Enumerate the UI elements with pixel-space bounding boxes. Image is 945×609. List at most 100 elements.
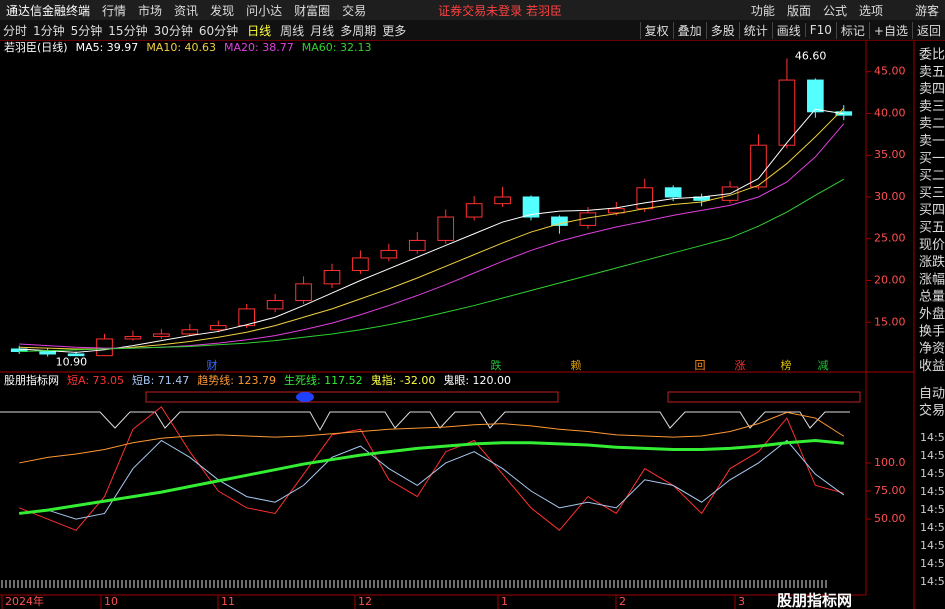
series-line [19, 108, 844, 353]
period-tab[interactable]: 30分钟 [153, 23, 193, 38]
candle-body [96, 338, 113, 357]
period-tab[interactable]: 月线 [310, 23, 335, 38]
candle-body [124, 335, 142, 340]
candle-body [323, 269, 341, 285]
tool-button[interactable]: 复权 [639, 21, 673, 39]
y-tick-label: 40.00 [874, 106, 906, 119]
menu-bar: 通达信金融终端 行情 市场 资讯 发现 问小达 财富圈 交易 证券交易未登录 若羽臣 功能 版面 公式… [0, 0, 945, 20]
side-label: 卖三 [919, 99, 945, 114]
menu-item[interactable]: 版面 [786, 3, 811, 18]
menu-item[interactable]: 行情 [102, 3, 127, 18]
candle-body [153, 333, 170, 337]
x-tick-label: 3 [738, 595, 745, 608]
tool-button[interactable]: 画线 [771, 21, 805, 39]
chart-title: 股朋指标网 [4, 373, 59, 387]
side-label: 卖一 [919, 134, 945, 149]
x-tick-label: 2 [619, 595, 626, 608]
tool-button[interactable]: F10 [804, 23, 836, 37]
series-line [19, 107, 845, 350]
time-label: 14:56 [920, 503, 945, 516]
legend-entry: 鬼眼: 120.00 [443, 373, 511, 387]
period-tab[interactable]: 1分钟 [33, 23, 65, 38]
menu-item[interactable]: 交易 [342, 3, 367, 18]
side-label: 买五 [919, 221, 945, 236]
candle-body [494, 196, 511, 205]
menu-item[interactable]: 功能 [750, 3, 775, 18]
tool-button[interactable]: 返回 [911, 21, 945, 39]
candle-body [607, 208, 625, 214]
period-tab[interactable]: 更多 [382, 23, 407, 38]
tool-button[interactable]: 多股 [705, 21, 739, 39]
oscillator-guide [0, 411, 850, 432]
candle-body [67, 353, 85, 357]
legend-entry: 短A: 73.05 [67, 373, 124, 387]
user[interactable]: 游客 [914, 3, 939, 18]
candle-body [380, 249, 398, 259]
legend-entry: MA20: 38.77 [224, 41, 294, 54]
period-tab[interactable]: 60分钟 [198, 23, 239, 38]
time-label: 14:56 [920, 449, 945, 462]
legend-entry: 短B: 71.47 [132, 373, 189, 387]
series-line [19, 411, 845, 464]
signal: 榜 [781, 358, 792, 372]
side-button[interactable]: 自动 [919, 387, 945, 402]
side-label: 涨跌 [919, 254, 945, 270]
side-label: 收益 [919, 359, 945, 374]
y-tick-label: 75.00 [874, 484, 906, 497]
period-tab[interactable]: 分时 [3, 23, 28, 38]
y-tick-label: 20.00 [874, 273, 906, 286]
side-label: 买一 [919, 151, 945, 166]
menu-item[interactable]: 选项 [858, 3, 883, 18]
tool-button[interactable]: 统计 [738, 21, 772, 39]
tool-button[interactable]: 标记 [835, 21, 869, 39]
candle-body [807, 79, 824, 113]
period-tab[interactable]: 15分钟 [108, 23, 148, 38]
side-label: 卖四 [919, 82, 945, 97]
y-tick-label: 30.00 [874, 190, 906, 203]
period-tab[interactable]: 周线 [280, 23, 305, 38]
signal: 跌 [491, 358, 502, 372]
menu-item[interactable]: 发现 [210, 3, 235, 18]
app-title: 通达信金融终端 [6, 3, 91, 18]
time-label: 14:56 [920, 485, 945, 498]
menu-item[interactable]: 资讯 [174, 3, 199, 18]
legend-entry: MA5: 39.97 [76, 41, 139, 54]
menu-item[interactable]: 公式 [822, 3, 847, 18]
y-tick-label: 25.00 [874, 232, 906, 245]
side-button[interactable]: 交易 [919, 403, 945, 419]
menu-item[interactable]: 财富圈 [294, 3, 331, 18]
series-line [19, 438, 844, 515]
background [0, 41, 914, 609]
toolbar: 分时 1分钟 5分钟 15分钟 30分钟 60分钟 日线 周线 月线 多周期 更多 复权 叠加 多股 统计画… [0, 20, 945, 41]
period-tab[interactable]: 日线 [247, 23, 272, 38]
legend-entry: 生死线: 117.52 [284, 373, 363, 387]
legend-entry: 趋势线: 123.79 [197, 373, 276, 387]
candle-body [664, 187, 682, 198]
side-label: 买四 [919, 203, 945, 218]
tool-button[interactable]: 叠加 [672, 21, 706, 39]
side-label: 现价 [919, 238, 945, 253]
menu-item[interactable]: 市场 [138, 3, 163, 18]
login-status: 证券交易未登录 若羽臣 [438, 3, 562, 18]
period-tab[interactable]: 多周期 [340, 23, 377, 38]
menu-item[interactable]: 问小达 [246, 3, 283, 18]
side-label: 总量 [919, 290, 945, 305]
candle-body [437, 216, 455, 241]
candle-body [39, 350, 56, 355]
candle-body [551, 216, 568, 226]
candle-body [352, 257, 369, 271]
side-label: 卖五 [919, 65, 945, 80]
watermark: 股朋指标网 [777, 592, 852, 609]
x-tick-label: 11 [221, 595, 235, 608]
price-annotation: 10.90 [56, 355, 88, 368]
candle-body [778, 79, 796, 146]
tool-button[interactable]: +自选 [868, 21, 912, 39]
period-tab[interactable]: 5分钟 [70, 23, 103, 38]
candle-body [522, 196, 540, 218]
side-label: 委比 [919, 48, 945, 63]
legend-entry: 鬼指: -32.00 [371, 373, 436, 387]
candle-body [408, 239, 426, 251]
series-line [19, 178, 845, 352]
x-tick-label: 2024年 [5, 594, 44, 608]
y-tick-label: 100.0 [874, 456, 906, 469]
